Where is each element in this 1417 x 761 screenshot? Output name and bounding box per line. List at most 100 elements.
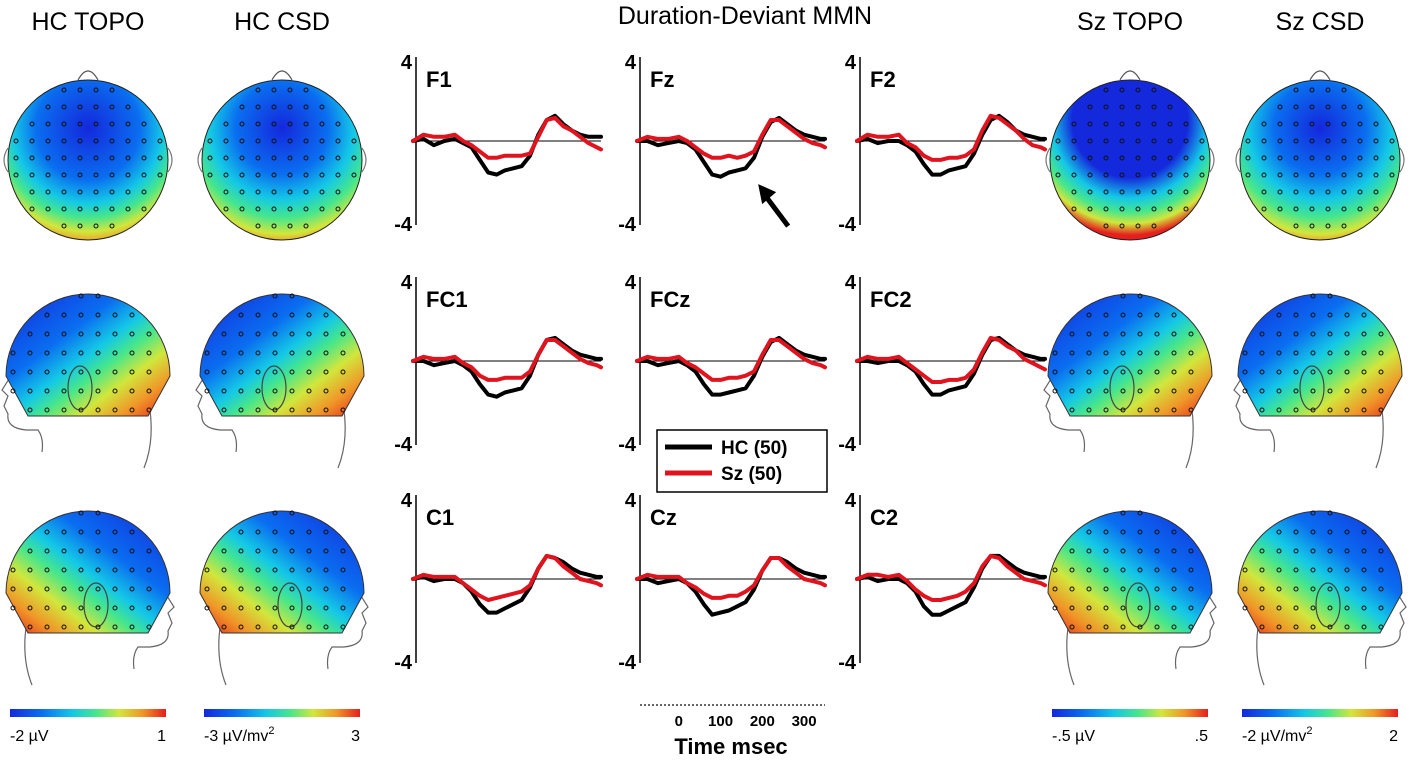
channel-label: C2 [870, 505, 898, 530]
face-outline [1174, 584, 1217, 670]
series-line-sz [411, 553, 603, 602]
left-ear-outline [197, 147, 203, 173]
colorbar-min-label: -.5 µV [1052, 728, 1095, 745]
left-ear-outline [1235, 147, 1241, 173]
series-line-hc [635, 335, 827, 397]
topomap-column-title: Sz CSD [1276, 8, 1365, 36]
colorbar: -2 µV/mv2 2 [1242, 709, 1398, 745]
x-axis-title: Time msec [674, 734, 787, 759]
topomap-left-view [1, 293, 171, 469]
colorbar-min-label: -2 µV/mv2 [1242, 725, 1312, 745]
nose-outline [1309, 70, 1331, 81]
y-tick-label: -4 [394, 214, 413, 236]
ear-outline [1299, 365, 1325, 411]
legend-box [656, 429, 828, 493]
erp-panel-C1: 4 -4 C1 [394, 490, 603, 674]
series-line-hc [855, 113, 1047, 177]
topomap-top-view [1235, 70, 1405, 241]
y-tick-label: 4 [625, 52, 637, 74]
topomap-column-4: Sz CSD -2 µV/mv2 2 [1233, 8, 1407, 745]
topomap-column-title: HC CSD [234, 8, 330, 36]
y-tick-label: 4 [401, 52, 413, 74]
electrode-markers [1052, 510, 1194, 630]
electrode-markers [1052, 293, 1194, 413]
erp-panel-C2: 4 -4 C2 [838, 490, 1047, 674]
channel-label: FC2 [870, 287, 912, 312]
series-line-hc [635, 115, 827, 179]
series-line-sz [411, 338, 603, 382]
colorbar: -2 µV 1 [10, 709, 166, 745]
colorbar: -3 µV/mv2 3 [204, 709, 360, 745]
colorbar-max-label: .5 [1195, 728, 1208, 745]
scalp-map [7, 79, 169, 241]
electrode-markers [1055, 87, 1205, 229]
face-outline [1233, 367, 1276, 453]
face-outline [326, 584, 369, 670]
left-ear-outline [1045, 147, 1051, 173]
legend: HC (50) Sz (50) [656, 429, 828, 493]
y-tick-label: -4 [838, 434, 857, 456]
electrode-markers [207, 87, 357, 229]
erp-panel-F2: 4 -4 F2 [838, 52, 1047, 236]
electrode-markers [204, 293, 346, 413]
y-tick-label: -4 [394, 434, 413, 456]
legend-entry-label: Sz (50) [721, 464, 782, 485]
series-line-sz [855, 113, 1047, 162]
colorbar-gradient [1052, 709, 1208, 717]
topomap-column-title: HC TOPO [32, 8, 145, 36]
y-tick-label: -4 [618, 434, 637, 456]
erp-panel-FC1: 4 -4 FC1 [394, 272, 603, 456]
topomap-column-title: Sz TOPO [1077, 8, 1183, 36]
scalp-map [1239, 79, 1401, 241]
topomap-column-3: Sz TOPO -.5 µV .5 [1043, 8, 1217, 745]
face-outline [1364, 584, 1407, 670]
face-outline [195, 367, 238, 453]
ear-outline [1109, 365, 1135, 411]
channel-label: C1 [426, 505, 454, 530]
series-line-hc [411, 335, 603, 399]
colorbar-max-label: 2 [1389, 728, 1398, 745]
face-outline [132, 584, 175, 670]
colorbar-gradient [1242, 709, 1398, 717]
topomap-right-view [1047, 510, 1217, 686]
electrode-markers [10, 510, 152, 630]
channel-label: FC1 [426, 287, 468, 312]
legend-entry-label: HC (50) [721, 438, 788, 459]
topomap-column-2: HC CSD -3 µV/mv2 3 [195, 8, 369, 745]
y-tick-label: 4 [845, 52, 857, 74]
topomap-left-view [1043, 293, 1213, 469]
erp-panel-Fz: 4 -4 Fz [618, 52, 827, 236]
figure-title: Duration-Deviant MMN [618, 2, 872, 30]
y-tick-label: 4 [625, 490, 637, 512]
right-ear-outline [361, 147, 367, 173]
y-tick-label: 4 [845, 490, 857, 512]
left-ear-outline [3, 147, 9, 173]
colorbar-min-label: -2 µV [10, 728, 49, 745]
nose-outline [271, 70, 293, 81]
series-line-hc [855, 553, 1047, 617]
right-ear-outline [1209, 147, 1215, 173]
topomap-left-view [1233, 293, 1403, 469]
series-line-sz [411, 115, 603, 160]
annotation-arrow [758, 184, 791, 228]
nose-outline [1119, 70, 1141, 81]
x-tick-label: 300 [792, 713, 817, 730]
electrode-markers [204, 510, 346, 630]
ear-outline [261, 365, 287, 411]
face-outline [1043, 367, 1086, 453]
erp-panel-FCz: 4 -4 FCz [618, 272, 827, 456]
x-axis: 0 100 200 300 Time msec [640, 704, 825, 759]
y-tick-label: 4 [401, 490, 413, 512]
erp-panel-Cz: 4 -4 Cz [618, 490, 827, 674]
colorbar: -.5 µV .5 [1052, 709, 1208, 745]
series-line-sz [855, 553, 1047, 602]
y-tick-label: -4 [618, 652, 637, 674]
topomap-top-view [3, 70, 173, 241]
topomap-right-view [5, 510, 175, 686]
topomap-left-view [195, 293, 365, 469]
electrode-markers [1242, 293, 1384, 413]
channel-label: F2 [870, 67, 896, 92]
series-line-hc [411, 553, 603, 615]
colorbar-gradient [10, 709, 166, 717]
colorbar-max-label: 3 [351, 728, 360, 745]
